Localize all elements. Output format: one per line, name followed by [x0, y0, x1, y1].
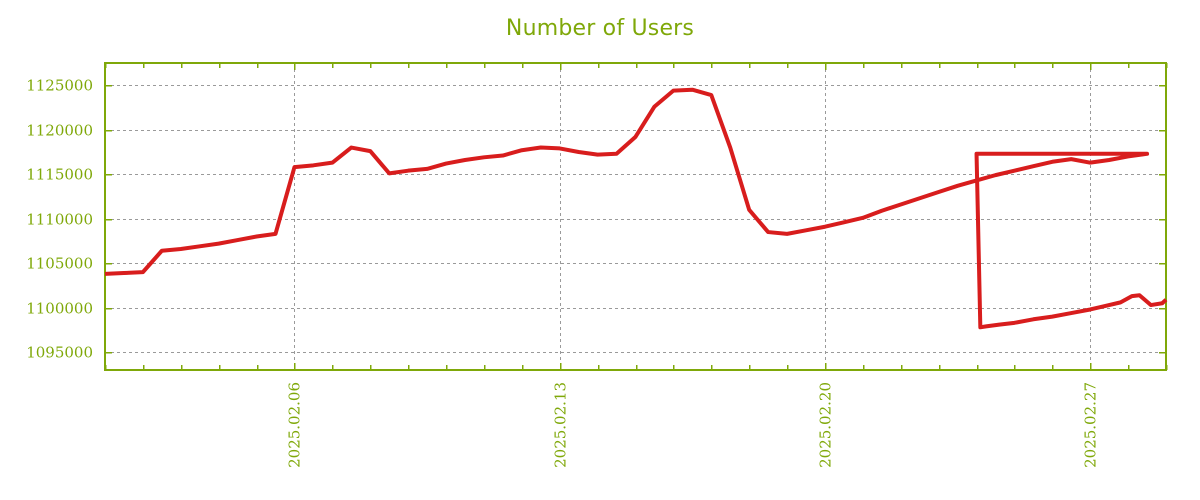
x-axis-tick-label: 2025.02.13 — [552, 382, 570, 468]
x-axis-labels: 2025.02.06 2025.02.13 2025.02.20 2025.02.27 — [286, 382, 1100, 468]
y-axis-tick-label: 1105000 — [26, 255, 93, 273]
x-axis-tick-label: 2025.02.20 — [817, 382, 835, 468]
series-line-number-of-users — [104, 87, 1168, 330]
chart-title: Number of Users — [505, 16, 695, 41]
plot-frame — [104, 62, 1167, 371]
x-axis-tick-label: 2025.02.06 — [286, 382, 304, 468]
horizontal-gridlines — [105, 85, 1166, 353]
y-axis-tick-label: 1115000 — [26, 166, 93, 184]
y-axis-tick-label: 1125000 — [26, 77, 93, 95]
y-axis-ticks — [105, 84, 1166, 354]
y-axis-tick-label: 1120000 — [26, 122, 93, 140]
vertical-gridlines — [294, 63, 1091, 370]
y-axis-labels: 1095000 1100000 1105000 1110000 1115000 11200… — [26, 77, 93, 362]
x-axis-tick-label: 2025.02.27 — [1082, 382, 1100, 468]
x-axis-ticks — [293, 63, 1092, 370]
y-axis-tick-label: 1100000 — [26, 300, 93, 318]
y-axis-tick-label: 1095000 — [26, 344, 93, 362]
y-axis-tick-label: 1110000 — [26, 211, 93, 229]
